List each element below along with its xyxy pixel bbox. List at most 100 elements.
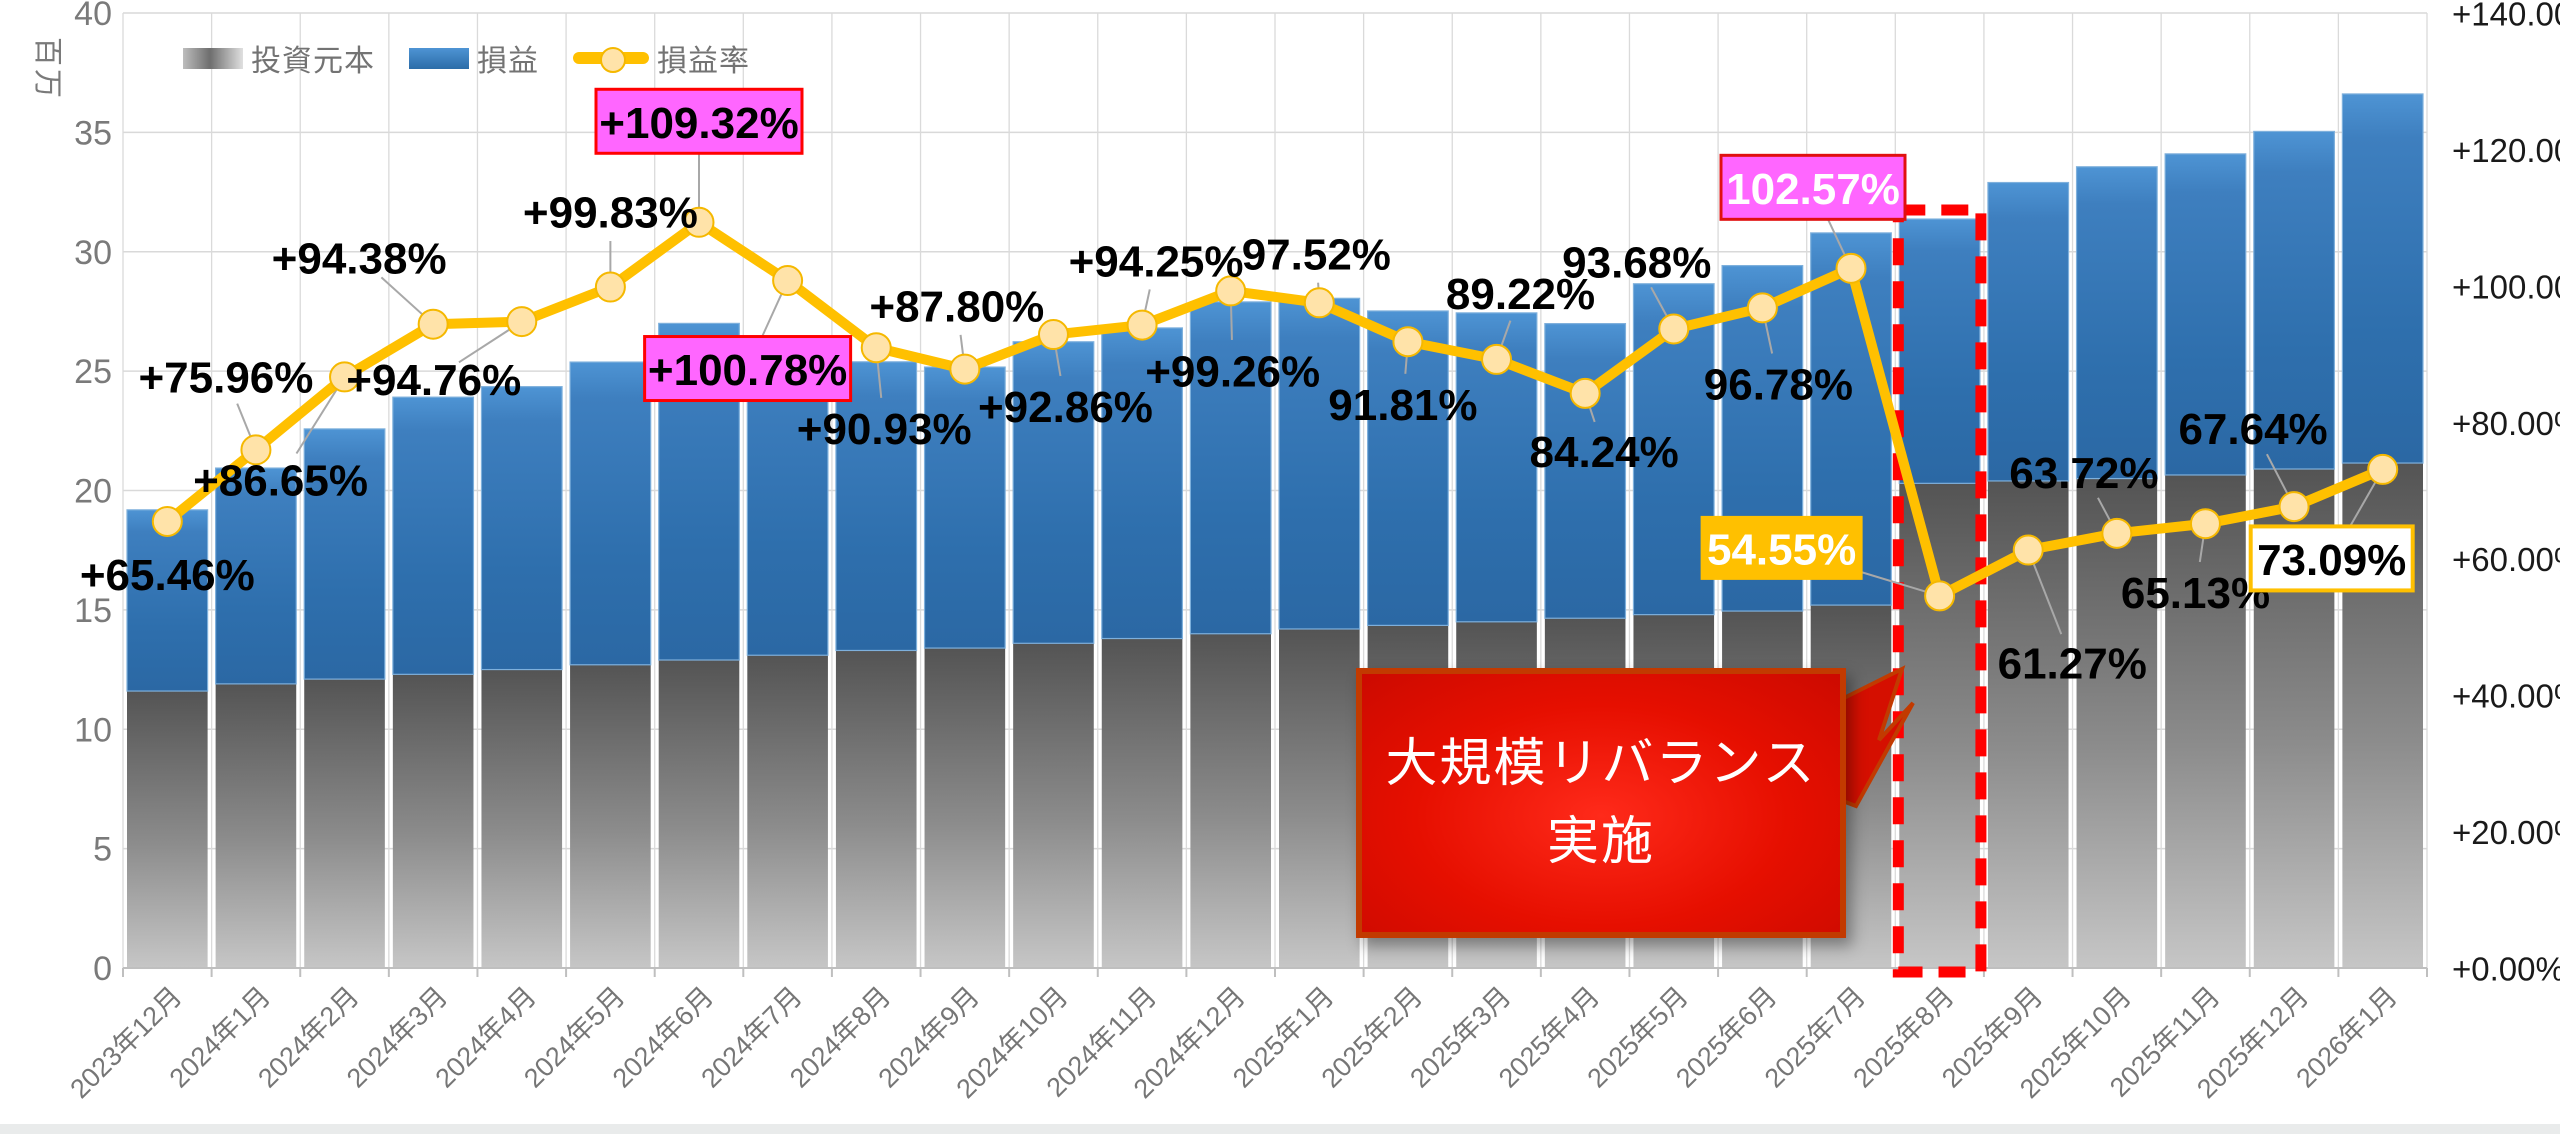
principal-swatch-icon — [183, 47, 243, 69]
data-label[interactable]: +65.46% — [80, 551, 255, 600]
bar-principal[interactable] — [1101, 638, 1183, 968]
bar-profit[interactable] — [569, 361, 652, 666]
line-marker[interactable] — [1126, 309, 1158, 341]
bar-profit[interactable] — [1367, 310, 1449, 626]
bar-principal[interactable] — [2076, 478, 2158, 968]
bar-principal[interactable] — [2165, 474, 2246, 968]
bar-profit[interactable] — [1189, 301, 1272, 635]
bar-principal[interactable] — [835, 650, 917, 968]
data-label[interactable]: +99.83% — [523, 189, 698, 238]
legend-item-principal[interactable]: 投資元本 — [183, 36, 375, 80]
line-marker[interactable] — [683, 206, 715, 238]
line-marker[interactable] — [1037, 319, 1069, 351]
line-marker[interactable] — [1835, 252, 1867, 284]
bar-profit[interactable] — [2164, 153, 2247, 476]
data-label[interactable]: +92.86% — [978, 383, 1153, 432]
line-marker[interactable] — [1658, 313, 1690, 345]
data-label[interactable]: 97.52% — [1242, 230, 1391, 279]
bar-profit[interactable] — [126, 509, 209, 692]
line-marker[interactable] — [1303, 287, 1335, 319]
right-axis-tick-label: +0.00% — [2452, 951, 2560, 988]
bar-profit[interactable] — [2253, 130, 2335, 470]
data-label[interactable]: 63.72% — [2009, 449, 2158, 498]
line-marker[interactable] — [949, 353, 981, 385]
line-marker[interactable] — [2278, 491, 2310, 523]
data-label-box[interactable] — [1700, 515, 1863, 580]
line-marker[interactable] — [1746, 292, 1778, 324]
bar-profit[interactable] — [1012, 341, 1095, 644]
data-label-box[interactable] — [1719, 153, 1907, 221]
line-marker[interactable] — [2367, 453, 2399, 485]
bar-principal[interactable] — [658, 660, 740, 968]
bar-profit[interactable] — [1987, 181, 2070, 482]
rebalance-callout[interactable]: 大規模リバランス 実施 — [1356, 668, 1846, 938]
data-label[interactable]: +87.80% — [869, 283, 1044, 332]
data-label[interactable]: 65.13% — [2121, 569, 2270, 618]
line-marker[interactable] — [2189, 508, 2221, 540]
bar-principal[interactable] — [570, 664, 651, 968]
data-label[interactable]: +99.26% — [1145, 347, 1320, 396]
bar-principal[interactable] — [481, 669, 563, 968]
data-label[interactable]: 61.27% — [1998, 640, 2147, 689]
bar-profit[interactable] — [215, 467, 297, 685]
data-label[interactable]: 89.22% — [1446, 270, 1595, 319]
data-label[interactable]: +90.93% — [797, 405, 972, 454]
data-label[interactable]: +75.96% — [138, 353, 313, 402]
rebalance-highlight-rect[interactable] — [1892, 204, 1987, 978]
data-label-box[interactable] — [643, 335, 853, 403]
data-label-box[interactable] — [2248, 524, 2415, 593]
bar-profit[interactable] — [303, 428, 386, 680]
left-axis-title: 百万 — [31, 36, 64, 102]
bar-principal[interactable] — [304, 679, 385, 968]
bar-principal[interactable] — [924, 648, 1006, 968]
profit-rate-line[interactable] — [162, 217, 2388, 601]
line-marker[interactable] — [1924, 580, 1956, 612]
bar-principal[interactable] — [215, 683, 297, 968]
bar-profit[interactable] — [1278, 297, 1361, 630]
left-axis-tick-label: 25 — [74, 353, 112, 391]
line-marker[interactable] — [594, 271, 626, 303]
data-label[interactable]: 67.64% — [2178, 405, 2327, 454]
data-label[interactable]: 96.78% — [1704, 360, 1853, 409]
bar-profit[interactable] — [2341, 93, 2424, 464]
bar-principal[interactable] — [1190, 633, 1271, 968]
line-marker[interactable] — [240, 434, 272, 466]
line-marker[interactable] — [1392, 326, 1424, 358]
bar-profit[interactable] — [2075, 166, 2158, 480]
line-marker[interactable] — [417, 308, 449, 340]
left-axis-tick-label: 15 — [74, 592, 112, 630]
bar-principal[interactable] — [1013, 643, 1094, 968]
data-label[interactable]: +86.65% — [193, 456, 368, 505]
line-marker[interactable] — [151, 505, 183, 537]
bar-profit[interactable] — [1898, 218, 1981, 484]
line-marker[interactable] — [329, 361, 361, 393]
data-label[interactable]: 93.68% — [1562, 238, 1711, 287]
data-label-box[interactable] — [594, 87, 804, 155]
line-marker[interactable] — [2101, 517, 2133, 549]
bar-principal[interactable] — [1899, 483, 1980, 968]
line-marker[interactable] — [1481, 343, 1513, 375]
data-label[interactable]: +94.76% — [346, 356, 521, 405]
legend-item-profit-rate[interactable]: 損益率 — [573, 36, 750, 80]
data-label[interactable]: 91.81% — [1328, 381, 1477, 430]
bar-profit[interactable] — [1101, 327, 1183, 640]
data-label[interactable]: +94.38% — [272, 235, 447, 284]
line-marker[interactable] — [2012, 534, 2044, 566]
legend-item-profit[interactable]: 損益 — [409, 36, 539, 80]
bar-principal[interactable] — [747, 655, 828, 968]
bar-profit[interactable] — [480, 386, 563, 671]
line-marker[interactable] — [772, 265, 804, 297]
bar-principal[interactable] — [1279, 628, 1360, 968]
bar-principal[interactable] — [392, 674, 474, 968]
line-marker[interactable] — [1569, 377, 1601, 409]
bar-profit[interactable] — [392, 396, 475, 675]
bar-profit[interactable] — [923, 366, 1006, 649]
data-label[interactable]: +94.25% — [1069, 238, 1244, 287]
line-marker[interactable] — [860, 332, 892, 364]
line-marker[interactable] — [1215, 275, 1247, 307]
bar-principal[interactable] — [127, 691, 208, 968]
left-axis-tick-label: 0 — [93, 950, 112, 988]
line-marker[interactable] — [506, 306, 538, 338]
right-axis-tick-label: +20.00% — [2452, 814, 2560, 851]
data-label[interactable]: 84.24% — [1530, 428, 1679, 477]
